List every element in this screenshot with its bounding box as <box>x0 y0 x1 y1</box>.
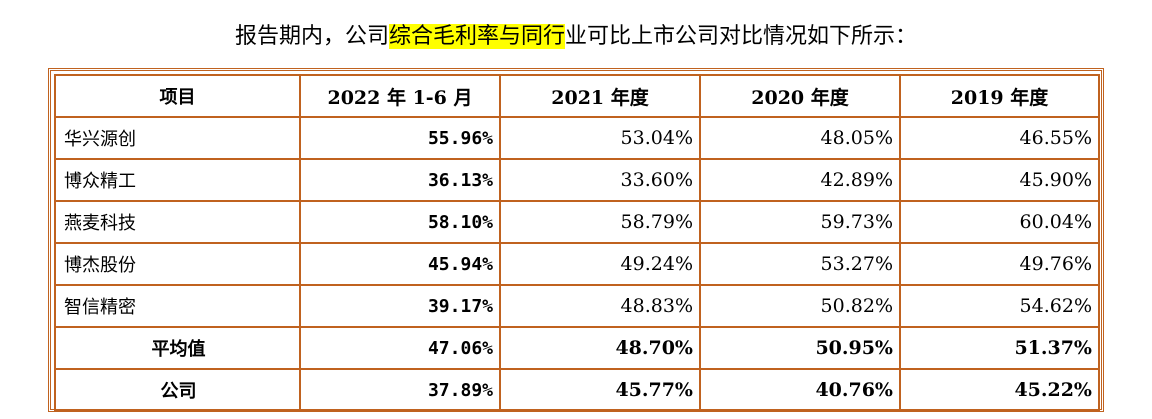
gross-margin-comparison-table: 项目 2022 年 1-6 月 2021 年度 2020 年度 2019 年度 … <box>54 74 1100 412</box>
comparison-table-frame: 项目 2022 年 1-6 月 2021 年度 2020 年度 2019 年度 … <box>48 68 1104 412</box>
cell-value: 49.24% <box>499 242 701 286</box>
header-2021: 2021 年度 <box>499 74 701 118</box>
company-label: 公司 <box>54 368 301 412</box>
header-item: 项目 <box>54 74 301 118</box>
cell-value: 36.13% <box>299 158 501 202</box>
average-value: 47.06% <box>299 326 501 370</box>
row-name: 智信精密 <box>54 284 301 328</box>
table-row: 燕麦科技 58.10% 58.79% 59.73% 60.04% <box>54 200 1100 244</box>
intro-before: 报告期内，公司 <box>234 24 389 49</box>
cell-value: 58.10% <box>299 200 501 244</box>
intro-sentence: 报告期内，公司综合毛利率与同行业可比上市公司对比情况如下所示： <box>0 20 1152 54</box>
row-name: 燕麦科技 <box>54 200 301 244</box>
cell-value: 54.62% <box>899 284 1100 328</box>
cell-value: 39.17% <box>299 284 501 328</box>
header-2022h1: 2022 年 1-6 月 <box>299 74 501 118</box>
intro-highlight: 综合毛利率与同行 <box>388 24 565 49</box>
cell-value: 48.83% <box>499 284 701 328</box>
table-row: 博杰股份 45.94% 49.24% 53.27% 49.76% <box>54 242 1100 286</box>
cell-value: 53.04% <box>499 116 701 160</box>
average-label: 平均值 <box>54 326 301 370</box>
table-row: 华兴源创 55.96% 53.04% 48.05% 46.55% <box>54 116 1100 160</box>
intro-after: 业可比上市公司对比情况如下所示： <box>565 24 918 49</box>
row-name: 博杰股份 <box>54 242 301 286</box>
average-value: 50.95% <box>699 326 901 370</box>
cell-value: 48.05% <box>699 116 901 160</box>
cell-value: 33.60% <box>499 158 701 202</box>
table-row: 博众精工 36.13% 33.60% 42.89% 45.90% <box>54 158 1100 202</box>
company-value: 45.77% <box>499 368 701 412</box>
company-value: 37.89% <box>299 368 501 412</box>
header-2020: 2020 年度 <box>699 74 901 118</box>
cell-value: 58.79% <box>499 200 701 244</box>
cell-value: 53.27% <box>699 242 901 286</box>
table-row: 智信精密 39.17% 48.83% 50.82% 54.62% <box>54 284 1100 328</box>
table-header-row: 项目 2022 年 1-6 月 2021 年度 2020 年度 2019 年度 <box>54 74 1100 118</box>
cell-value: 59.73% <box>699 200 901 244</box>
row-name: 博众精工 <box>54 158 301 202</box>
average-value: 51.37% <box>899 326 1100 370</box>
row-name: 华兴源创 <box>54 116 301 160</box>
average-value: 48.70% <box>499 326 701 370</box>
cell-value: 45.94% <box>299 242 501 286</box>
company-value: 40.76% <box>699 368 901 412</box>
cell-value: 42.89% <box>699 158 901 202</box>
cell-value: 49.76% <box>899 242 1100 286</box>
cell-value: 46.55% <box>899 116 1100 160</box>
cell-value: 45.90% <box>899 158 1100 202</box>
cell-value: 60.04% <box>899 200 1100 244</box>
cell-value: 50.82% <box>699 284 901 328</box>
cell-value: 55.96% <box>299 116 501 160</box>
company-value: 45.22% <box>899 368 1100 412</box>
average-row: 平均值 47.06% 48.70% 50.95% 51.37% <box>54 326 1100 370</box>
header-2019: 2019 年度 <box>899 74 1100 118</box>
company-row: 公司 37.89% 45.77% 40.76% 45.22% <box>54 368 1100 412</box>
